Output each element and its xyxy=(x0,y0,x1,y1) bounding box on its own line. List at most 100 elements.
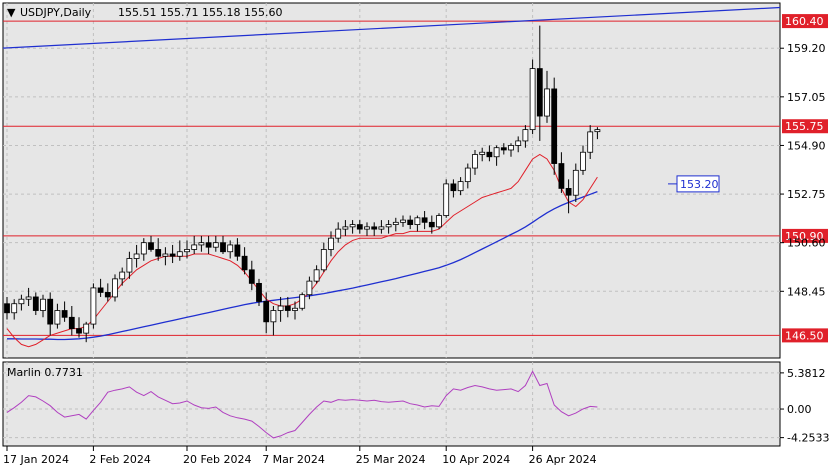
candle-body xyxy=(558,163,565,189)
candle-body xyxy=(428,221,435,228)
candle-body xyxy=(32,296,39,311)
candle-body xyxy=(493,147,500,158)
candle-body xyxy=(162,253,169,257)
header-caret[interactable]: ▼ xyxy=(7,6,16,19)
candle-body xyxy=(76,328,82,334)
price-tick-label: 150.60 xyxy=(787,237,826,250)
candle-body xyxy=(184,249,190,253)
indicator-panel[interactable] xyxy=(2,361,781,447)
candle-body xyxy=(241,255,248,271)
candle-body xyxy=(270,310,277,323)
level-badge-label: 146.50 xyxy=(785,329,824,342)
candle-body xyxy=(421,217,428,223)
time-axis: 17 Jan 2024 2 Feb 2024 20 Feb 2024 7 Mar 20… xyxy=(3,446,597,466)
candle-body xyxy=(486,151,493,158)
candle-body xyxy=(572,169,579,196)
marlin-line xyxy=(6,370,598,439)
level-badge-label: 155.75 xyxy=(785,120,824,133)
marker-label: 153.20 xyxy=(680,178,719,191)
candle-body xyxy=(119,271,126,280)
candle-body xyxy=(508,145,514,151)
candle-body xyxy=(25,296,32,300)
date-tick-label: 7 Mar 2024 xyxy=(262,453,325,466)
marlin-group: 5.3812 0.00 -4.2533 xyxy=(3,367,829,445)
horizontal-levels[interactable]: 160.40 155.75 150.90 146.50 xyxy=(3,14,828,343)
candle-body xyxy=(68,316,75,330)
price-axis: 159.20 157.05 154.90 152.75 150.60 148.45 xyxy=(780,42,826,298)
candle-body xyxy=(248,269,255,284)
price-tick-label: 154.90 xyxy=(787,139,826,152)
candle-body xyxy=(371,226,378,230)
candle-body xyxy=(400,219,406,223)
date-tick-label: 25 Mar 2024 xyxy=(356,453,426,466)
candle-body xyxy=(90,287,97,325)
candle-body xyxy=(500,147,507,151)
candle-body xyxy=(364,226,370,230)
indicator-tick-label: -4.2533 xyxy=(787,432,829,445)
trendline-group[interactable] xyxy=(2,6,781,49)
candle-body xyxy=(407,219,414,225)
candle-body xyxy=(594,129,601,133)
candle-body xyxy=(328,237,334,250)
candle-body xyxy=(18,298,25,305)
candle-body xyxy=(176,251,183,257)
date-tick-label: 2 Feb 2024 xyxy=(89,453,150,466)
candle-body xyxy=(392,221,399,225)
candle-body xyxy=(320,249,327,271)
level-badge[interactable] xyxy=(782,328,828,343)
candle-body xyxy=(349,224,356,228)
level-badge[interactable] xyxy=(782,14,828,29)
candle-body xyxy=(205,242,212,248)
candle-body xyxy=(450,183,457,192)
candle-body xyxy=(292,307,298,311)
price-tick-label: 152.75 xyxy=(787,188,826,201)
price-tick-label: 157.05 xyxy=(787,91,826,104)
candle-body xyxy=(587,131,594,153)
indicator-tick-label: 5.3812 xyxy=(787,367,826,380)
candle-body xyxy=(284,305,291,311)
candle-body xyxy=(522,129,529,142)
candle-body xyxy=(155,249,162,257)
candle-body xyxy=(580,151,586,171)
candle-body xyxy=(256,282,262,302)
price-tick-label: 159.20 xyxy=(787,42,826,55)
candle-body xyxy=(97,287,104,293)
candle-body xyxy=(515,140,522,146)
candle-body xyxy=(306,280,313,296)
candle-body xyxy=(83,323,90,334)
level-badge[interactable] xyxy=(782,119,828,134)
date-tick-label: 10 Apr 2024 xyxy=(442,453,510,466)
price-tick-label: 148.45 xyxy=(787,285,826,298)
level-badge[interactable] xyxy=(782,228,828,243)
candle-body xyxy=(457,181,464,192)
price-panel[interactable] xyxy=(2,2,781,359)
candle-body xyxy=(356,224,363,230)
candle-body xyxy=(140,242,147,255)
date-tick-label: 20 Feb 2024 xyxy=(183,453,251,466)
candle-body xyxy=(277,305,284,311)
symbol-label: USDJPY,Daily xyxy=(20,6,92,19)
candle-body xyxy=(335,228,342,239)
date-tick-label: 17 Jan 2024 xyxy=(3,453,69,466)
candle-body xyxy=(227,244,234,253)
candle-body xyxy=(472,154,478,169)
level-badge-label: 150.90 xyxy=(785,230,824,243)
candle-body xyxy=(40,298,46,311)
indicator-label: Marlin 0.7731 xyxy=(7,366,83,379)
candle-body xyxy=(54,310,61,325)
candles-group xyxy=(4,25,601,343)
candle-body xyxy=(234,244,241,257)
candle-body xyxy=(299,294,306,309)
trendline[interactable] xyxy=(2,6,781,49)
candle-body xyxy=(536,68,543,117)
marker-box[interactable] xyxy=(676,175,720,193)
ohlc-values: 155.51 155.71 155.18 155.60 xyxy=(118,6,282,19)
candle-body xyxy=(198,242,205,246)
candle-body xyxy=(4,303,10,314)
indicator-tick-label: 0.00 xyxy=(787,403,812,416)
candle-body xyxy=(133,253,140,259)
candle-body xyxy=(112,278,118,298)
candle-body xyxy=(220,242,226,253)
